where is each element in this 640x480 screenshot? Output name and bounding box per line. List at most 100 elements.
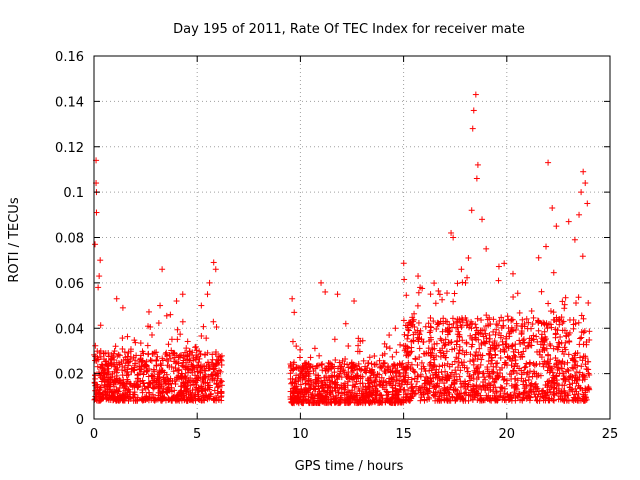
data-point xyxy=(481,374,488,381)
data-point xyxy=(181,382,188,389)
data-point xyxy=(372,377,379,384)
data-point xyxy=(160,389,167,396)
data-point xyxy=(179,318,186,325)
data-point xyxy=(207,391,214,398)
chart-title: Day 195 of 2011, Rate Of TEC Index for r… xyxy=(173,22,525,37)
data-point xyxy=(404,335,411,342)
data-point xyxy=(547,308,554,315)
y-tick-label: 0.14 xyxy=(55,95,84,110)
data-point xyxy=(521,364,528,371)
data-point xyxy=(169,350,176,357)
data-point xyxy=(486,332,493,339)
data-point xyxy=(144,395,151,402)
data-point xyxy=(98,384,105,391)
data-point xyxy=(415,319,422,326)
data-point xyxy=(111,348,118,355)
data-point xyxy=(147,357,154,364)
data-point xyxy=(165,395,172,402)
data-point xyxy=(478,356,485,363)
data-point xyxy=(119,372,126,379)
data-point xyxy=(378,374,385,381)
data-point xyxy=(111,383,118,390)
data-point xyxy=(357,366,364,373)
data-point xyxy=(158,397,165,404)
data-point xyxy=(134,384,141,391)
data-point xyxy=(148,396,155,403)
data-point xyxy=(193,364,200,371)
data-point xyxy=(92,241,99,248)
data-point xyxy=(95,356,102,363)
data-point xyxy=(161,369,168,376)
data-point xyxy=(510,294,517,301)
x-axis-label: GPS time / hours xyxy=(295,459,404,474)
data-point xyxy=(202,367,209,374)
data-point xyxy=(155,381,162,388)
data-point xyxy=(561,305,568,312)
data-point xyxy=(150,385,157,392)
data-point xyxy=(116,361,123,368)
data-point xyxy=(162,376,169,383)
data-point xyxy=(311,345,318,352)
data-point xyxy=(174,374,181,381)
data-point xyxy=(389,353,396,360)
x-tick-label: 0 xyxy=(90,427,98,442)
data-point xyxy=(451,290,458,297)
data-point xyxy=(105,368,112,375)
data-point xyxy=(206,279,213,286)
data-point xyxy=(149,391,156,398)
data-point xyxy=(203,335,210,342)
data-point xyxy=(553,223,560,230)
data-point xyxy=(105,371,112,378)
data-point xyxy=(174,326,181,333)
data-point xyxy=(140,371,147,378)
data-point xyxy=(483,245,490,252)
data-point xyxy=(209,351,216,358)
data-point xyxy=(160,385,167,392)
data-point xyxy=(149,373,156,380)
data-points xyxy=(91,91,593,407)
data-point xyxy=(119,335,126,342)
data-point xyxy=(449,315,456,322)
data-point xyxy=(566,338,573,345)
data-point xyxy=(153,378,160,385)
data-point xyxy=(104,395,111,402)
data-point xyxy=(202,394,209,401)
data-point xyxy=(584,200,591,207)
data-point xyxy=(119,366,126,373)
data-point xyxy=(131,337,138,344)
data-point xyxy=(170,368,177,375)
data-point xyxy=(432,300,439,307)
data-point xyxy=(143,393,150,400)
data-point xyxy=(564,359,571,366)
data-point xyxy=(112,343,119,350)
data-point xyxy=(168,388,175,395)
x-tick-label: 25 xyxy=(602,427,619,442)
data-point xyxy=(104,383,111,390)
data-point xyxy=(144,367,151,374)
data-point xyxy=(427,291,434,298)
data-point xyxy=(168,336,175,343)
data-point xyxy=(550,269,557,276)
data-point xyxy=(504,313,511,320)
data-point xyxy=(140,380,147,387)
data-point xyxy=(217,394,224,401)
data-point xyxy=(116,397,123,404)
data-point xyxy=(113,387,120,394)
data-point xyxy=(410,368,417,375)
data-point xyxy=(415,273,422,280)
data-point xyxy=(127,388,134,395)
data-point xyxy=(145,308,152,315)
data-point xyxy=(128,381,135,388)
data-point xyxy=(173,298,180,305)
data-point xyxy=(92,393,99,400)
data-point xyxy=(125,371,132,378)
data-point xyxy=(181,364,188,371)
data-point xyxy=(185,391,192,398)
data-point xyxy=(393,349,400,356)
data-point xyxy=(500,376,507,383)
data-point xyxy=(124,356,131,363)
data-point xyxy=(291,309,298,316)
data-point xyxy=(334,291,341,298)
data-point xyxy=(131,383,138,390)
